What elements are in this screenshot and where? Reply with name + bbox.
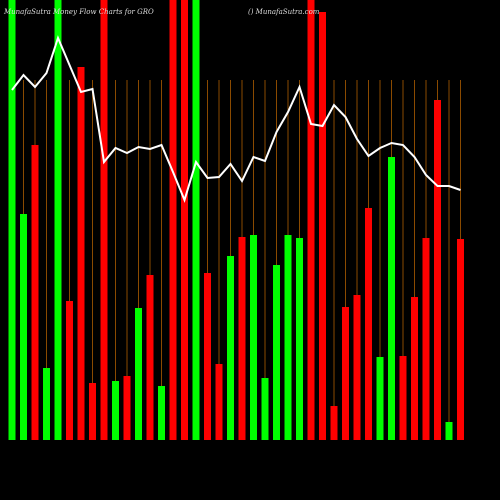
bar [20, 214, 27, 440]
bar [100, 0, 108, 440]
bar [284, 235, 292, 440]
bar [89, 383, 96, 440]
bar [388, 157, 395, 440]
bar [399, 356, 407, 440]
bar [273, 265, 280, 440]
bar [192, 0, 200, 440]
bar [158, 386, 165, 440]
bar [353, 295, 361, 440]
bar [365, 208, 372, 440]
bars [8, 0, 464, 440]
line [11, 35, 461, 203]
bar [227, 256, 234, 440]
bar [169, 0, 177, 440]
bar [376, 357, 384, 440]
bar [238, 237, 246, 440]
bar [250, 235, 257, 440]
bar [77, 67, 85, 440]
lines [11, 35, 461, 203]
bar [296, 238, 303, 440]
bar [54, 0, 62, 440]
bar [307, 0, 315, 440]
bar [112, 381, 119, 440]
bar [215, 364, 223, 440]
bar [434, 100, 441, 440]
bar [135, 308, 142, 440]
bar [66, 301, 73, 440]
bar [146, 275, 154, 440]
chart-title: MunafaSutra Money Flow Charts for GRO [3, 8, 154, 16]
bar [261, 378, 269, 440]
bar [422, 238, 430, 440]
chart-subtitle: () MunafaSutra.com [248, 8, 320, 16]
bar [457, 239, 464, 440]
bar [319, 12, 326, 440]
bar [43, 368, 50, 440]
bar [204, 273, 211, 440]
bar [123, 376, 131, 440]
bar [342, 307, 349, 440]
bar [31, 145, 39, 440]
bar [330, 406, 338, 440]
bar [445, 422, 453, 440]
bar [8, 0, 16, 440]
bar [181, 0, 188, 440]
bar [411, 297, 418, 440]
